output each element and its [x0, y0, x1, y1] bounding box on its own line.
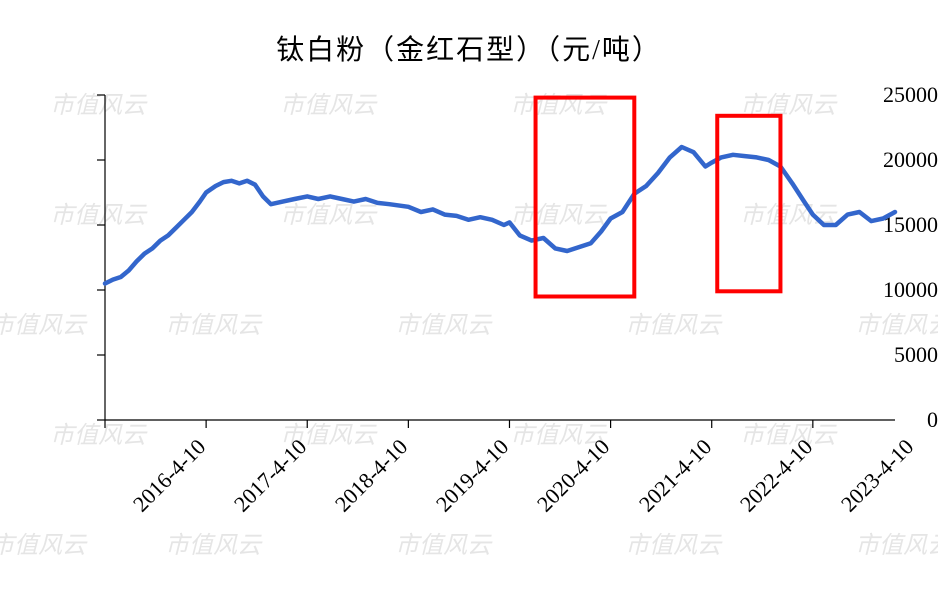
price-line [105, 147, 895, 284]
x-tick-label: 2018-4-10 [330, 434, 413, 517]
x-tick-label: 2019-4-10 [431, 434, 514, 517]
x-tick-label: 2023-4-10 [836, 434, 919, 517]
chart-container: 钛白粉（金红石型）（元/吨） 市值风云市值风云市值风云市值风云市值风云市值风云市… [0, 0, 938, 590]
x-tick-label: 2020-4-10 [532, 434, 615, 517]
watermark-text: 市值风云 [165, 525, 261, 560]
watermark-text: 市值风云 [395, 525, 491, 560]
watermark-text: 市值风云 [625, 525, 721, 560]
watermark-text: 市值风云 [855, 525, 938, 560]
axes [97, 95, 895, 428]
plot-area [105, 95, 895, 420]
highlight-box-1 [536, 98, 635, 297]
highlight-boxes [536, 98, 781, 297]
line-series [105, 147, 895, 284]
highlight-box-2 [717, 116, 780, 291]
x-tick-label: 2021-4-10 [633, 434, 716, 517]
x-tick-label: 2022-4-10 [735, 434, 818, 517]
watermark-text: 市值风云 [0, 525, 86, 560]
x-tick-label: 2017-4-10 [229, 434, 312, 517]
watermark-text: 市值风云 [0, 305, 86, 340]
x-tick-label: 2016-4-10 [128, 434, 211, 517]
chart-title: 钛白粉（金红石型）（元/吨） [0, 28, 938, 68]
